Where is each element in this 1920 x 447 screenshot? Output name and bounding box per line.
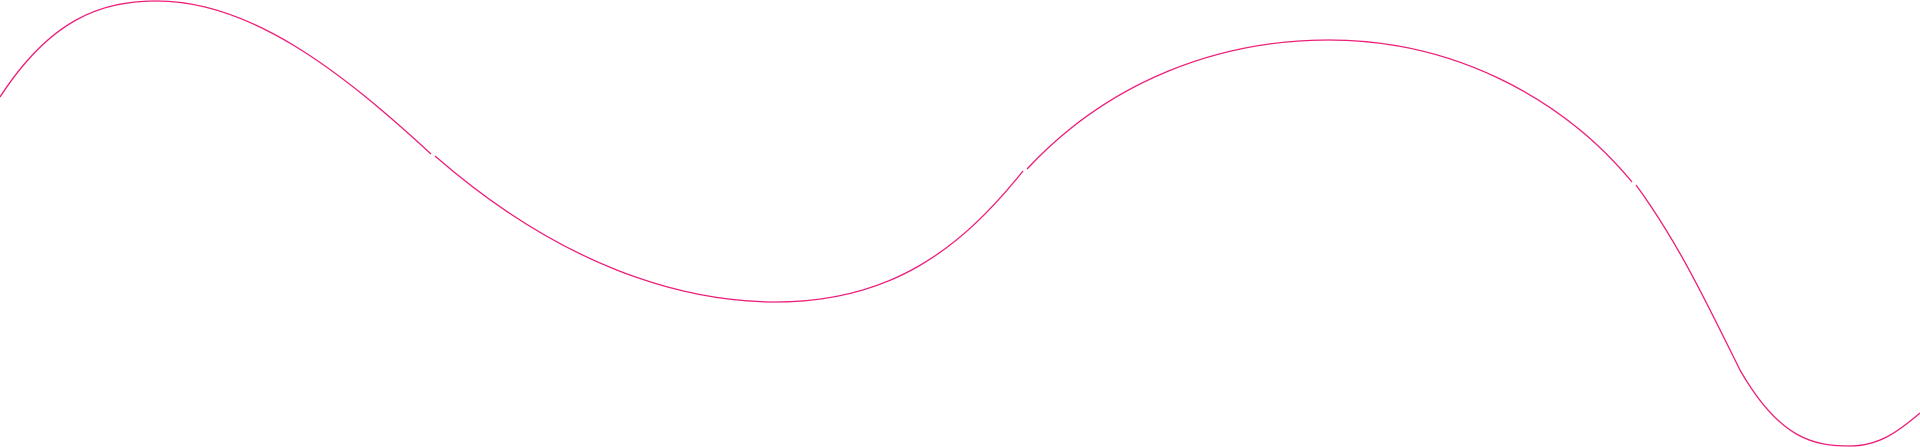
wave-segment-3: [1026, 39, 1633, 183]
wave-segment-1: [0, 0, 432, 155]
wave-segment-2: [434, 155, 1024, 303]
wave-segment-4: [1635, 184, 1920, 447]
